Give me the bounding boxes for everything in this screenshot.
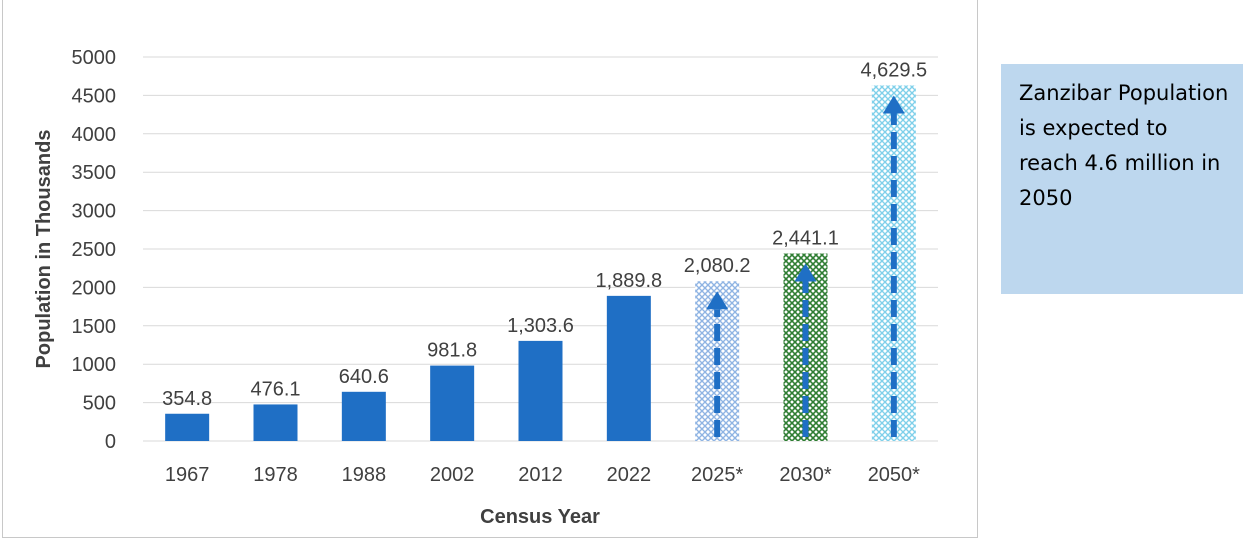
data-label: 981.8 — [427, 340, 477, 362]
y-tick-label: 1500 — [72, 316, 117, 338]
growth-arrow-head — [794, 263, 817, 282]
y-tick-label: 2500 — [72, 239, 117, 261]
growth-arrow-head — [706, 291, 729, 310]
data-label: 640.6 — [339, 366, 389, 388]
data-label: 2,080.2 — [684, 255, 751, 277]
y-tick-label: 4500 — [72, 85, 117, 107]
bar-1967 — [165, 413, 210, 441]
x-tick-label: 2030* — [779, 464, 831, 486]
x-tick-label: 2050* — [868, 464, 920, 486]
data-label: 1,889.8 — [595, 270, 662, 292]
x-tick-label: 2025* — [691, 464, 743, 486]
data-label: 2,441.1 — [772, 228, 839, 250]
x-tick-label: 1967 — [165, 464, 210, 486]
x-axis-title: Census Year — [480, 506, 600, 528]
y-tick-label: 500 — [83, 393, 116, 415]
x-tick-label: 2002 — [430, 464, 475, 486]
data-label: 354.8 — [162, 388, 212, 410]
callout-text: Zanzibar Population is expected to reach… — [1019, 81, 1229, 210]
y-tick-label: 0 — [105, 431, 116, 453]
bar-1978 — [253, 404, 298, 441]
x-tick-label: 1978 — [253, 464, 298, 486]
data-label: 4,629.5 — [860, 59, 927, 81]
x-axis-ticks: 1967 1978 1988 2002 2012 2022 2025* 2030* 2050* — [165, 464, 920, 486]
bar-1988 — [341, 391, 386, 441]
gridlines — [143, 56, 938, 442]
y-tick-label: 3000 — [72, 201, 117, 223]
y-tick-label: 3500 — [72, 162, 117, 184]
callout-box: Zanzibar Population is expected to reach… — [1001, 64, 1243, 294]
data-labels: 354.8 476.1 640.6 981.8 1,303.6 1,889.8 2,080.… — [162, 59, 927, 409]
bar-2022 — [606, 295, 651, 441]
x-tick-label: 2022 — [607, 464, 652, 486]
data-label: 476.1 — [250, 378, 300, 400]
y-tick-label: 1000 — [72, 354, 117, 376]
y-tick-label: 2000 — [72, 277, 117, 299]
bar-2002 — [430, 365, 475, 441]
x-tick-label: 2012 — [518, 464, 563, 486]
y-axis-title: Population in Thousands — [33, 130, 55, 369]
population-bar-chart: 0 500 1000 1500 2000 2500 3000 3500 4000 4500 5000… — [33, 47, 938, 528]
y-tick-label: 4000 — [72, 124, 117, 146]
y-tick-label: 5000 — [72, 47, 117, 69]
x-tick-label: 1988 — [342, 464, 387, 486]
growth-arrow-head — [882, 95, 905, 114]
data-label: 1,303.6 — [507, 315, 574, 337]
bar-2012 — [518, 340, 563, 441]
y-axis-ticks: 0 500 1000 1500 2000 2500 3000 3500 4000 4500 5000 — [72, 47, 117, 453]
chart-frame: 0 500 1000 1500 2000 2500 3000 3500 4000 4500 5000… — [2, 0, 978, 538]
projection-arrows — [706, 95, 905, 437]
